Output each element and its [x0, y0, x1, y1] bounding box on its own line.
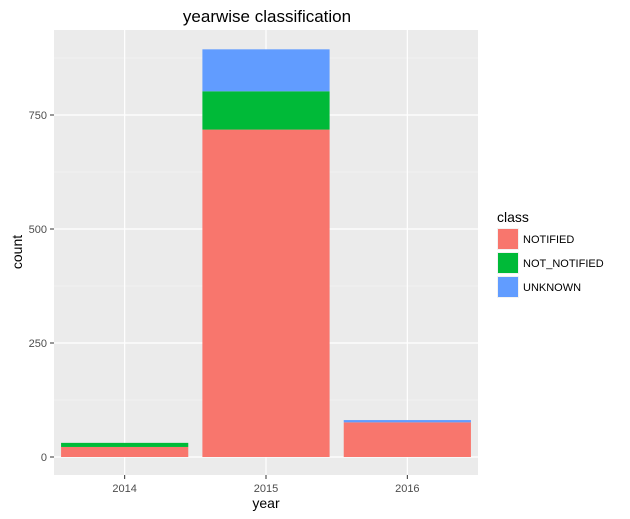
y-axis: 0 250 500 750	[29, 110, 54, 464]
bar-2015-not-notified	[202, 91, 330, 130]
plot-area	[54, 30, 478, 475]
y-tick-label: 500	[29, 224, 47, 236]
legend-title: class	[497, 209, 529, 225]
x-tick-label: 2014	[112, 483, 136, 495]
x-axis: 2014 2015 2016	[112, 475, 420, 495]
x-tick-label: 2016	[395, 483, 419, 495]
bar-2016-notified	[343, 422, 471, 457]
y-axis-title: count	[9, 235, 25, 269]
bar-2016-unknown	[343, 420, 471, 423]
bar-2014-not-notified	[61, 442, 189, 447]
legend-swatch-not-notified	[498, 253, 518, 273]
legend-label: UNKNOWN	[523, 282, 581, 294]
y-tick-label: 0	[41, 452, 47, 464]
y-tick-label: 250	[29, 338, 47, 350]
legend-swatch-notified	[498, 229, 518, 249]
bars	[61, 49, 471, 458]
bar-2015-unknown	[202, 49, 330, 92]
legend-swatch-unknown	[498, 277, 518, 297]
x-axis-title: year	[252, 495, 280, 511]
legend-label: NOT_NOTIFIED	[523, 258, 604, 270]
legend: class NOTIFIED NOT_NOTIFIED UNKNOWN	[497, 209, 604, 298]
chart-title: yearwise classification	[183, 7, 351, 26]
bar-2015-notified	[202, 129, 330, 458]
legend-label: NOTIFIED	[523, 234, 574, 246]
bar-2014-notified	[61, 446, 189, 457]
y-tick-label: 750	[29, 110, 47, 122]
x-tick-label: 2015	[254, 483, 278, 495]
